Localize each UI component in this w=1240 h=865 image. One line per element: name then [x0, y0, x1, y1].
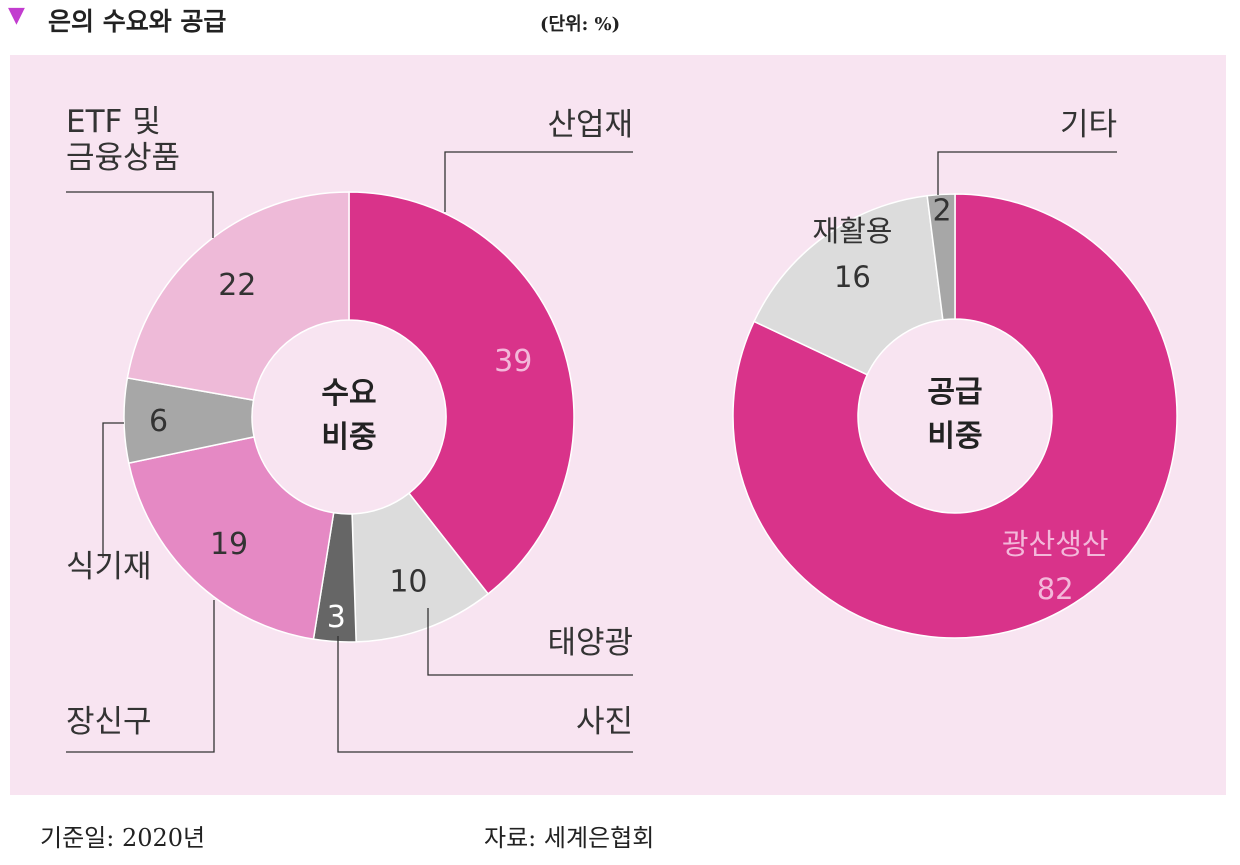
slice-label-재활용: 재활용 [812, 214, 892, 248]
source-note: 자료: 세계은협회 [484, 824, 655, 852]
slice-재활용 [753, 194, 944, 376]
center-label: 수요 비중 [321, 376, 376, 455]
slice-ETF-및-금융상품 [126, 191, 350, 402]
slice-label-식기재: 식기재 [66, 549, 152, 585]
slice-value-장신구: 19 [210, 527, 248, 562]
slice-value-태양광: 10 [389, 564, 427, 599]
title-marker-icon: ▼ [8, 3, 25, 28]
page-title: 은의 수요와 공급 [48, 7, 227, 36]
slice-기타 [926, 193, 956, 321]
slice-value-재활용: 16 [834, 260, 871, 294]
slice-label-사진: 사진 [576, 704, 633, 740]
slice-value-산업재: 39 [494, 344, 532, 379]
slice-value-기타: 2 [932, 193, 951, 228]
callout-line [337, 636, 633, 753]
callout-line [937, 151, 1117, 195]
slice-label-장신구: 장신구 [66, 704, 152, 740]
unit-label: (단위: %) [540, 14, 621, 35]
callout-line [427, 608, 633, 676]
slice-산업재 [348, 191, 575, 595]
callout-line [66, 191, 214, 238]
slice-label-기타: 기타 [1060, 107, 1117, 143]
slice-value-광산생산: 82 [1037, 572, 1074, 606]
slice-광산생산 [732, 193, 1178, 639]
center-label: 공급 비중 [927, 375, 982, 454]
demand-donut-chart: 수요 비중 39 산업재 10 태양광 3 사진 19 장신구 6 식기재 22 ETF 및 금융상품 [66, 104, 633, 753]
slice-label-태양광: 태양광 [547, 625, 633, 661]
callout-line [102, 422, 124, 558]
slice-value-식기재: 6 [149, 404, 168, 439]
callout-line [444, 151, 633, 212]
basis-date: 기준일: 2020년 [40, 824, 206, 852]
callout-line [66, 600, 215, 753]
slice-label-광산생산: 광산생산 [1002, 527, 1109, 561]
slice-장신구 [127, 435, 335, 641]
slice-label-ETF-및-금융상품: ETF 및 금융상품 [66, 104, 180, 176]
slice-value-ETF-및-금융상품: 22 [218, 268, 256, 303]
slice-label-산업재: 산업재 [547, 107, 633, 143]
slice-value-사진: 3 [327, 600, 346, 635]
